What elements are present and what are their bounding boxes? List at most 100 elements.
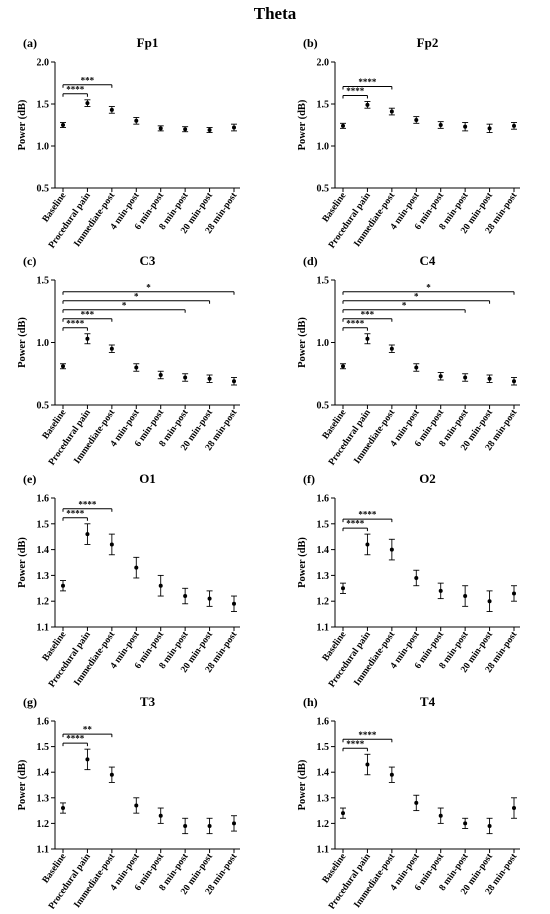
data-point [109,346,114,351]
significance-label: **** [66,318,85,328]
data-point [134,565,139,570]
y-tick-label: 1.1 [37,623,50,634]
data-point [487,376,492,381]
data-point [341,364,345,369]
y-tick-label: 0.5 [37,184,50,195]
data-point [487,126,492,131]
y-axis-label: Power (dB) [297,537,308,588]
y-tick-label: 1.4 [317,768,330,779]
data-point [487,599,492,604]
data-point [389,772,394,777]
y-tick-label: 1.5 [317,742,330,753]
y-tick-label: 1.2 [37,597,50,608]
y-axis-label: Power (dB) [17,99,28,150]
data-point [341,811,345,816]
data-point [438,374,443,379]
data-point [487,823,492,828]
data-point [232,821,236,826]
data-point [463,821,468,826]
significance-label: **** [346,739,365,749]
figure-title: Theta [253,4,297,23]
y-tick-label: 1.5 [317,100,330,111]
data-point [61,583,65,588]
y-tick-label: 1.1 [317,845,330,856]
chart-title: T3 [140,694,156,709]
data-point [438,588,443,593]
data-point [389,547,394,552]
data-point [85,101,90,106]
y-tick-label: 2.0 [37,58,50,69]
data-point [438,813,443,818]
y-tick-label: 1.5 [37,100,50,111]
data-point [341,123,345,128]
significance-label: *** [361,309,375,319]
data-point [341,586,345,591]
panel-label: (f) [303,472,315,486]
y-tick-label: 1.6 [37,717,50,728]
y-tick-label: 1.1 [317,623,330,634]
y-tick-label: 1.4 [317,545,330,556]
data-point [109,772,114,777]
significance-label: **** [346,86,365,96]
y-tick-label: 1.2 [317,819,330,830]
significance-label: * [122,300,127,310]
data-point [134,118,139,123]
data-point [183,375,188,380]
significance-label: **** [346,519,365,529]
chart-title: O1 [139,471,156,486]
significance-label: **** [358,510,377,520]
data-point [183,127,188,132]
significance-label: **** [66,734,85,744]
significance-label: * [426,282,431,292]
data-point [85,336,90,341]
y-tick-label: 1.0 [37,338,50,349]
y-tick-label: 1.0 [317,338,330,349]
significance-label: ** [83,725,93,735]
significance-label: *** [81,75,95,85]
data-point [512,591,516,596]
y-tick-label: 1.0 [37,142,50,153]
data-point [512,379,516,384]
data-point [158,373,163,377]
chart-title: C4 [420,253,436,268]
data-point [158,813,163,818]
data-point [183,823,188,828]
chart-title: T4 [420,694,436,709]
y-tick-label: 1.6 [37,494,50,505]
data-point [463,375,468,380]
data-point [463,124,468,129]
y-tick-label: 1.4 [37,768,50,779]
y-axis-label: Power (dB) [17,317,28,368]
significance-label: * [414,291,419,301]
data-point [207,596,212,601]
data-point [438,123,443,127]
y-tick-label: 0.5 [317,401,330,412]
data-point [85,757,90,762]
data-point [61,806,65,811]
data-point [134,365,139,370]
y-tick-label: 1.3 [317,793,330,804]
data-point [365,336,370,341]
data-point [207,376,212,381]
y-axis-label: Power (dB) [297,317,308,368]
data-point [365,542,370,547]
y-tick-label: 1.3 [37,793,50,804]
data-point [158,126,163,131]
significance-label: **** [66,508,85,518]
data-point [365,762,370,767]
panel-label: (c) [23,254,36,268]
y-tick-label: 1.3 [37,571,50,582]
chart-title: O2 [419,471,436,486]
data-point [512,806,516,811]
data-point [85,532,90,537]
data-point [414,365,419,370]
y-tick-label: 1.5 [37,742,50,753]
